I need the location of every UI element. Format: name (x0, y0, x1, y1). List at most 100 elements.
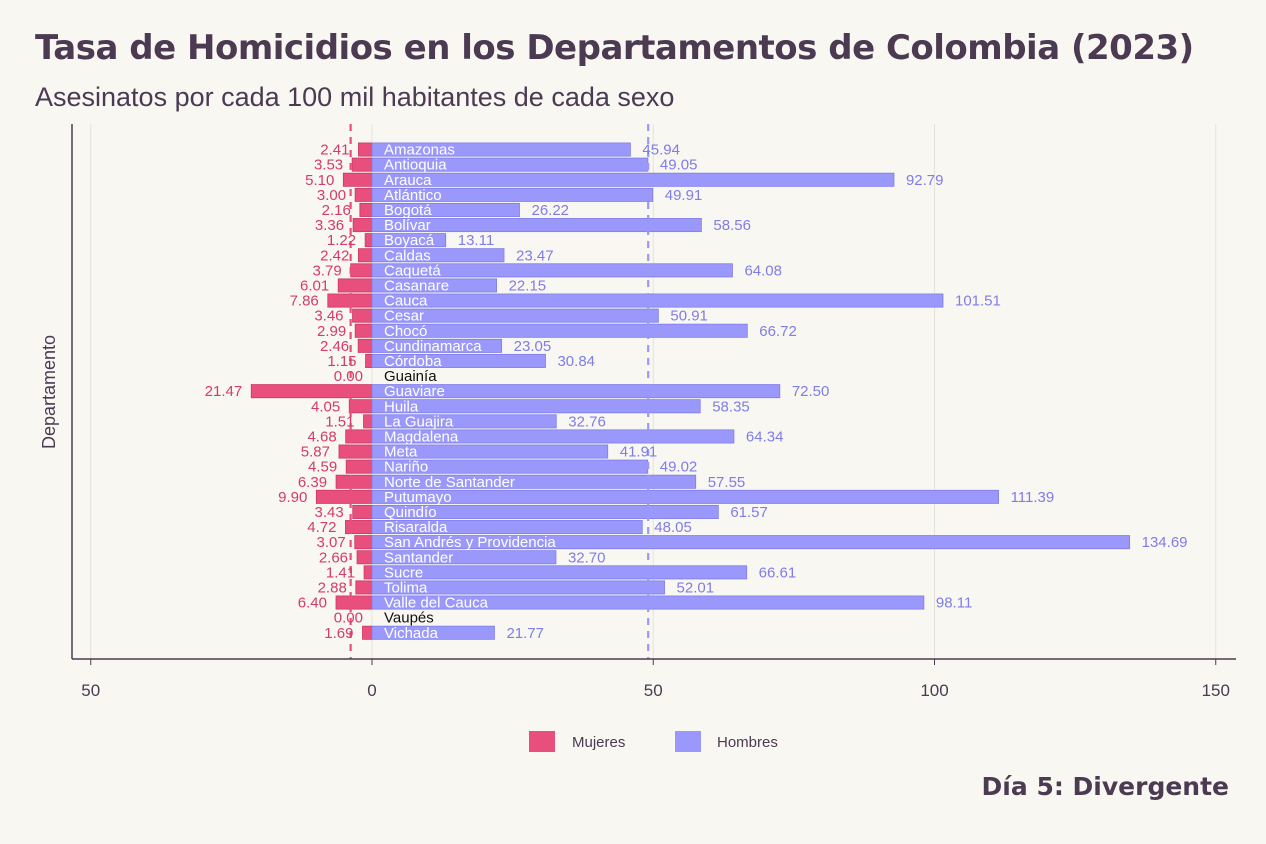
legend-label-hombres: Hombres (717, 734, 778, 751)
value-label-mujeres: 7.86 (290, 293, 319, 310)
value-label-hombres: 49.02 (660, 459, 698, 476)
department-label: Putumayo (384, 489, 452, 506)
value-label-mujeres: 0.00 (334, 368, 363, 385)
value-label-hombres: 111.39 (1011, 489, 1055, 506)
chart-subtitle: Asesinatos por cada 100 mil habitantes d… (35, 82, 675, 112)
value-label-mujeres: 1.51 (325, 413, 354, 430)
value-label-hombres: 58.56 (713, 217, 751, 234)
department-label: Cauca (384, 293, 428, 310)
value-label-hombres: 52.01 (677, 579, 715, 596)
department-label: Vichada (384, 625, 439, 642)
bar-mujeres (348, 399, 373, 414)
department-label: Vaupés (384, 610, 434, 627)
value-label-hombres: 22.15 (509, 277, 547, 294)
department-label: Quindío (384, 504, 437, 521)
bar-hombres (371, 504, 719, 519)
department-label: Chocó (384, 323, 427, 340)
value-label-mujeres: 3.43 (315, 504, 344, 521)
bar-mujeres (357, 248, 373, 263)
bar-mujeres (351, 157, 373, 172)
x-tick-label: 150 (1202, 681, 1230, 700)
department-label: Caldas (384, 247, 431, 264)
department-label: Huila (384, 398, 419, 415)
value-label-hombres: 32.70 (568, 549, 606, 566)
bar-mujeres (338, 444, 373, 459)
bar-mujeres (362, 625, 373, 640)
department-label: Risaralda (384, 519, 448, 536)
department-label: Santander (384, 549, 453, 566)
bar-mujeres (335, 474, 373, 489)
department-label: Bogotá (384, 202, 432, 219)
bar-hombres (371, 444, 609, 459)
bar-hombres (371, 429, 735, 444)
value-label-mujeres: 1.22 (327, 232, 356, 249)
bar-mujeres (356, 550, 373, 565)
value-label-mujeres: 3.36 (315, 217, 344, 234)
bar-mujeres (337, 278, 373, 293)
bar-hombres (371, 565, 748, 580)
value-label-hombres: 50.91 (670, 308, 708, 325)
value-label-hombres: 101.51 (955, 293, 1001, 310)
department-label: Guaviare (384, 383, 445, 400)
bar-labels: Amazonas 2.41 45.94 Antioquia 3.53 49.05 Arauc… (205, 142, 1188, 642)
value-label-hombres: 30.84 (557, 353, 595, 370)
value-label-mujeres: 1.15 (327, 353, 356, 370)
department-label: Magdalena (384, 428, 459, 445)
value-label-hombres: 61.57 (730, 504, 768, 521)
bar-hombres (371, 263, 733, 278)
value-label-hombres: 92.79 (906, 172, 944, 189)
bar-mujeres (363, 565, 373, 580)
value-label-mujeres: 2.66 (319, 549, 348, 566)
value-label-mujeres: 1.41 (326, 564, 355, 581)
department-label: Amazonas (384, 142, 455, 159)
value-label-mujeres: 6.40 (298, 595, 327, 612)
legend-label-mujeres: Mujeres (572, 734, 625, 751)
bar-mujeres (350, 263, 373, 278)
value-label-mujeres: 2.42 (320, 247, 349, 264)
bar-hombres (371, 625, 495, 640)
department-label: Bolívar (384, 217, 431, 234)
department-label: San Andrés y Providencia (384, 534, 556, 551)
value-label-mujeres: 4.72 (307, 519, 336, 536)
department-label: Nariño (384, 459, 428, 476)
bar-hombres (371, 384, 781, 399)
value-label-mujeres: 2.41 (320, 142, 349, 159)
value-label-mujeres: 6.01 (300, 277, 329, 294)
value-label-mujeres: 4.05 (311, 398, 340, 415)
bar-mujeres (364, 233, 373, 248)
y-axis-label: Departamento (39, 335, 59, 449)
value-label-hombres: 13.11 (458, 232, 494, 249)
x-tick-label: 50 (81, 681, 100, 700)
value-label-hombres: 21.77 (506, 625, 544, 642)
bar-mujeres (365, 353, 373, 368)
value-label-hombres: 23.47 (516, 247, 554, 264)
value-label-hombres: 66.72 (759, 323, 797, 340)
department-label: Tolima (384, 579, 428, 596)
bar-hombres (371, 474, 697, 489)
bar-mujeres (345, 520, 373, 535)
value-label-mujeres: 2.16 (322, 202, 351, 219)
bar-hombres (371, 489, 999, 504)
value-label-hombres: 32.76 (568, 413, 606, 430)
department-label: La Guajira (384, 413, 454, 430)
x-tick-label: 50 (644, 681, 663, 700)
bar-hombres (371, 218, 702, 233)
department-label: Meta (384, 444, 418, 461)
value-label-hombres: 45.94 (642, 142, 680, 159)
bar-hombres (371, 142, 631, 157)
value-label-hombres: 66.61 (759, 564, 797, 581)
bar-hombres (371, 172, 895, 187)
bar-hombres (371, 520, 643, 535)
value-label-mujeres: 21.47 (205, 383, 243, 400)
bar-mujeres (357, 338, 373, 353)
bar-hombres (371, 278, 497, 293)
bar-mujeres (335, 595, 373, 610)
department-label: Valle del Cauca (384, 595, 489, 612)
x-tick-label: 100 (920, 681, 948, 700)
bar-mujeres (315, 489, 373, 504)
axes (71, 124, 1236, 660)
bar-hombres (371, 399, 701, 414)
department-label: Cesar (384, 308, 424, 325)
value-label-mujeres: 3.53 (314, 157, 343, 174)
value-label-hombres: 41.91 (620, 444, 658, 461)
